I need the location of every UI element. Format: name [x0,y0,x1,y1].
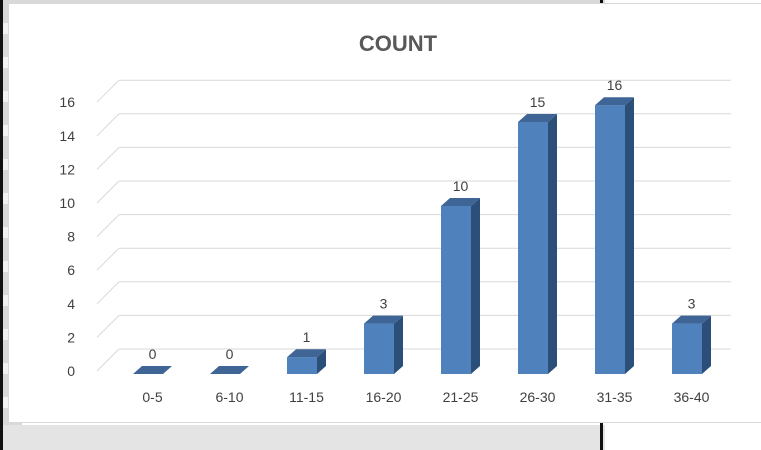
bar-top [364,315,403,324]
y-tick-label: 2 [67,329,75,345]
bar-top [672,315,711,324]
y-axis-ticks: 0 2 4 6 8 10 12 14 16 [59,94,75,379]
gridline [96,348,731,372]
y-tick-label: 10 [59,195,75,211]
x-tick-label: 16-20 [366,389,402,405]
y-tick-label: 4 [67,296,75,312]
bar-top [518,114,557,122]
bar-16-20 [364,315,403,374]
gridline [96,281,731,305]
bar-side [548,114,557,374]
x-axis-ticks: 0-5 6-10 11-15 16-20 21-25 26-30 31-35 36-40 [142,389,709,405]
bar-6-10 [210,366,249,374]
bar-top [441,198,480,206]
bar-side [471,198,480,374]
data-label: 0 [226,346,234,362]
x-tick-label: 21-25 [443,389,479,405]
x-tick-label: 36-40 [674,389,710,405]
chart-title: COUNT [359,31,438,56]
data-label: 15 [530,94,546,110]
data-label: 10 [453,178,469,194]
x-tick-label: 11-15 [289,389,324,405]
bar-front [364,323,394,374]
bar-front [518,122,548,374]
bars [133,97,711,374]
data-label: 0 [149,346,157,362]
gridline [96,180,731,204]
x-tick-label: 26-30 [520,389,556,405]
bar-21-25 [441,198,480,374]
y-tick-label: 6 [67,262,75,278]
bar-top [595,97,634,106]
bar-26-30 [518,114,557,374]
x-tick-label: 0-5 [142,389,162,405]
gridline [96,146,731,170]
bar-front [595,105,625,374]
bar-36-40 [672,315,711,374]
gridlines [96,79,731,372]
y-tick-label: 0 [67,363,75,379]
bar-side [702,315,711,374]
bar-0-5 [133,366,172,374]
y-tick-label: 12 [59,161,75,177]
bar-side [625,97,634,374]
y-tick-label: 16 [59,94,75,110]
bar-31-35 [595,97,634,374]
x-tick-label: 31-35 [597,389,633,405]
data-label: 3 [380,296,388,312]
bar-front [287,357,317,374]
chart-area[interactable]: COUNT 0 2 4 6 8 10 12 14 16 0-5 6-10 11-15 16-20 21-… [8,3,761,423]
bar-side [394,315,403,374]
y-tick-label: 14 [59,128,75,144]
data-labels: 0 0 1 3 10 15 16 3 [149,77,696,362]
left-edge-line [0,0,3,450]
data-label: 3 [688,296,696,312]
gridline [96,113,731,137]
gridline [96,214,731,237]
gridline [96,314,731,338]
bar-top [287,349,326,358]
bar-top [133,366,172,374]
bar-front [441,206,471,374]
bar-top [210,366,249,374]
bar-front [672,323,702,374]
bar-side [317,349,326,374]
x-tick-label: 6-10 [215,389,243,405]
y-tick-label: 8 [67,229,75,245]
background-bottom-band [0,425,605,450]
gridline [96,79,731,103]
data-label: 1 [303,329,311,345]
gridline [96,247,731,271]
data-label: 16 [607,77,623,93]
bar-11-15 [287,349,326,374]
